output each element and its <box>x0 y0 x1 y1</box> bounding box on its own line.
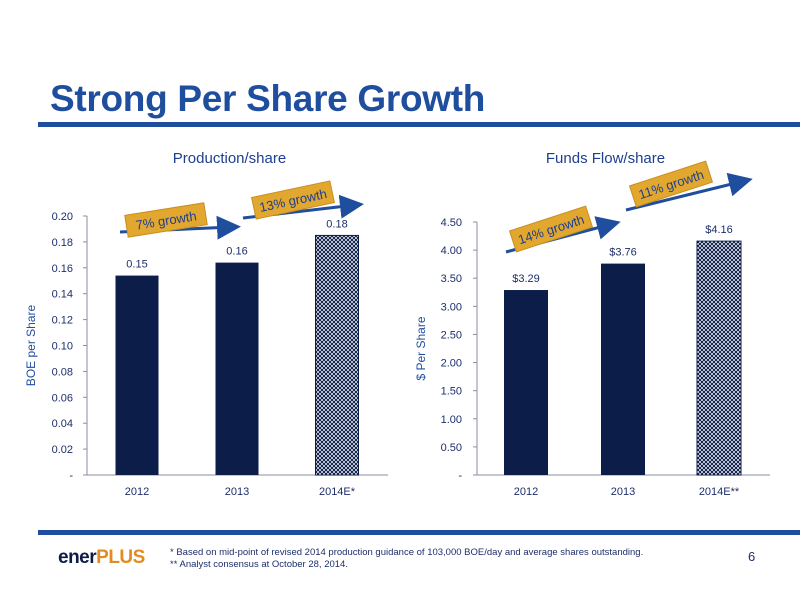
chart1-ylabel: BOE per Share <box>24 304 38 386</box>
chart1-title: Production/share <box>173 150 286 167</box>
chart1-bar <box>315 234 359 476</box>
chart2-ytick-label: 3.50 <box>441 273 462 285</box>
chart2-ytick-label: - <box>458 470 462 482</box>
chart2-category-label: 2012 <box>514 486 538 498</box>
chart1-ytick-label: 0.04 <box>52 418 73 430</box>
chart1-growth-banner <box>250 180 336 220</box>
chart2-bar <box>601 263 645 475</box>
chart2-ylabel: $ Per Share <box>414 316 428 380</box>
chart2-ytick-label: 0.50 <box>441 442 462 454</box>
chart2-bar <box>696 240 742 476</box>
chart2-growth-arrow <box>625 172 753 212</box>
chart2-ytick-label: 2.50 <box>441 329 462 341</box>
chart1-category-label: 2013 <box>225 486 249 498</box>
chart1-ytick-label: 0.12 <box>52 315 73 327</box>
chart2-data-label: $3.76 <box>609 247 637 259</box>
chart1-bar <box>215 262 259 475</box>
chart2-ytick-label: 3.00 <box>441 301 462 313</box>
chart1-growth-banner <box>124 202 208 238</box>
chart1-category-label: 2012 <box>125 486 149 498</box>
chart1-data-label: 0.16 <box>226 246 247 258</box>
chart1-ytick-label: 0.14 <box>52 289 73 301</box>
chart2-data-label: $4.16 <box>705 224 733 236</box>
chart1-ytick-label: 0.10 <box>52 341 73 353</box>
logo-text-plus: PLUS <box>96 547 145 568</box>
chart1-ytick-label: 0.16 <box>52 263 73 275</box>
chart2-ytick-label: 4.00 <box>441 245 462 257</box>
slide-title: Strong Per Share Growth <box>50 78 486 119</box>
chart1-data-label: 0.18 <box>326 218 347 230</box>
chart1-ytick-label: - <box>69 470 73 482</box>
chart2-ytick-label: 2.00 <box>441 358 462 370</box>
chart2-title: Funds Flow/share <box>546 150 665 167</box>
chart1-ytick-label: 0.18 <box>52 237 73 249</box>
footnote-1: * Based on mid-point of revised 2014 pro… <box>170 547 644 558</box>
chart1-ytick-label: 0.20 <box>52 211 73 223</box>
chart1-category-label: 2014E* <box>319 486 356 498</box>
chart2-growth-banner <box>628 160 714 208</box>
logo-text-ener: ener <box>58 547 97 568</box>
chart2-bar <box>504 290 548 475</box>
chart2-growth-banner <box>508 205 594 253</box>
chart2-ytick-label: 1.50 <box>441 386 462 398</box>
chart1-ytick-label: 0.02 <box>52 444 73 456</box>
title-divider <box>38 122 800 127</box>
footnote-2: ** Analyst consensus at October 28, 2014… <box>170 559 348 570</box>
footer-divider <box>38 530 800 535</box>
chart2-category-label: 2014E** <box>699 486 740 498</box>
chart1-ytick-label: 0.06 <box>52 392 73 404</box>
chart2-category-label: 2013 <box>611 486 635 498</box>
chart1-data-label: 0.15 <box>126 259 147 271</box>
chart2-ytick-label: 1.00 <box>441 414 462 426</box>
page-number: 6 <box>748 549 756 564</box>
chart2-ytick-label: 4.50 <box>441 217 462 229</box>
chart2-data-label: $3.29 <box>512 273 540 285</box>
enerplus-logo: enerPLUS <box>58 547 145 569</box>
chart1-bar <box>115 275 159 475</box>
chart1-ytick-label: 0.08 <box>52 366 73 378</box>
